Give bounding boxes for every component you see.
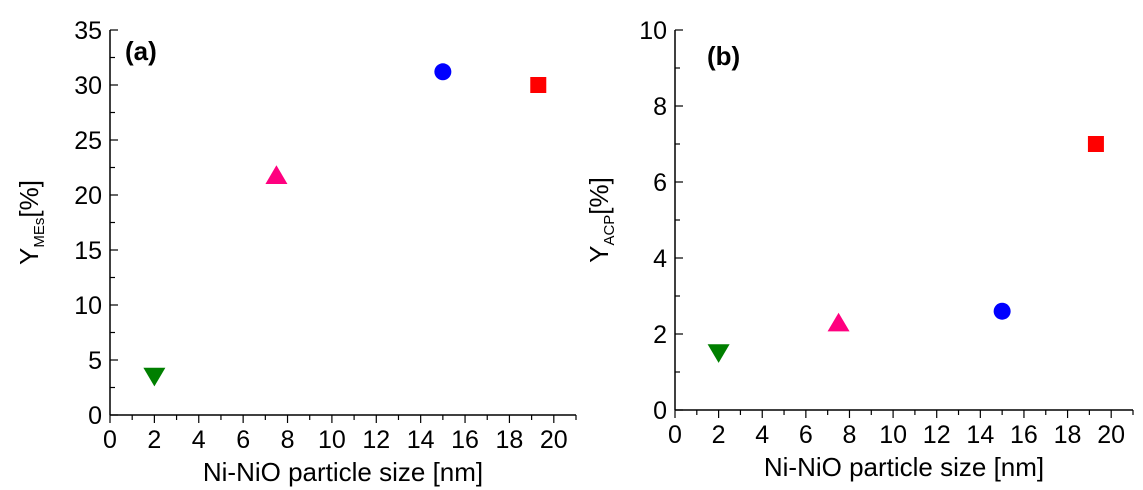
data-point-triangle-down (707, 344, 730, 363)
x-tick-label: 8 (281, 426, 295, 454)
x-tick-label: 2 (712, 421, 726, 449)
y-tick-label: 10 (639, 17, 667, 45)
x-tick-label: 4 (192, 426, 206, 454)
x-tick-label: 16 (1010, 421, 1038, 449)
x-tick-label: 14 (966, 421, 994, 449)
data-point-circle (434, 63, 452, 81)
x-tick-label: 6 (236, 426, 250, 454)
y-tick-label: 6 (653, 169, 667, 197)
y-axis-title: YACP[%] (584, 177, 618, 263)
y-axis-title-main: Y (14, 248, 44, 265)
y-tick-label: 4 (653, 245, 667, 273)
y-axis-title-subscript: MEs (31, 218, 48, 248)
y-axis-title-unit: [%] (584, 177, 614, 215)
y-tick-label: 0 (88, 402, 102, 430)
y-tick-label: 8 (653, 93, 667, 121)
x-tick-label: 18 (1054, 421, 1082, 449)
y-tick-label: 0 (653, 397, 667, 425)
y-tick-label: 10 (74, 292, 102, 320)
x-tick-label: 2 (147, 426, 161, 454)
y-tick-label: 15 (74, 237, 102, 265)
x-tick-label: 0 (668, 421, 682, 449)
data-point-triangle-up (827, 312, 850, 332)
y-tick-label: 5 (88, 347, 102, 375)
x-tick-label: 0 (103, 426, 117, 454)
y-axis-title-subscript: ACP (601, 215, 618, 246)
x-tick-label: 4 (755, 421, 769, 449)
chart-panel-a: (a) Ni-NiO particle size [nm] YMEs[%] 0 2… (14, 17, 577, 487)
data-point-triangle-up (265, 165, 288, 184)
chart-panel-b: (b) Ni-NiO particle size [nm] YACP[%] 0 2… (584, 17, 1134, 482)
x-tick-label: 12 (923, 421, 951, 449)
panel-label: (a) (125, 36, 157, 66)
y-axis-title-unit: [%] (14, 180, 44, 218)
y-tick-label: 30 (74, 72, 102, 100)
y-axis-title-main: Y (584, 246, 614, 263)
x-tick-label: 6 (799, 421, 813, 449)
data-point-circle (993, 302, 1011, 320)
x-tick-label: 14 (407, 426, 435, 454)
x-tick-label: 10 (318, 426, 346, 454)
x-tick-label: 12 (362, 426, 390, 454)
y-tick-label: 35 (74, 17, 102, 45)
data-point-square (1087, 136, 1104, 152)
x-axis-title: Ni-NiO particle size [nm] (203, 457, 483, 487)
x-tick-label: 18 (496, 426, 524, 454)
x-tick-label: 20 (1097, 421, 1125, 449)
data-point-square (530, 77, 547, 93)
y-tick-label: 25 (74, 127, 102, 155)
x-tick-label: 8 (843, 421, 857, 449)
y-tick-label: 2 (653, 321, 667, 349)
x-tick-label: 10 (879, 421, 907, 449)
y-tick-label: 20 (74, 182, 102, 210)
x-tick-label: 20 (540, 426, 568, 454)
panel-label: (b) (707, 41, 740, 71)
y-axis-title: YMEs[%] (14, 180, 48, 265)
data-point-triangle-down (143, 367, 166, 387)
x-axis-title: Ni-NiO particle size [nm] (764, 452, 1044, 482)
x-tick-label: 16 (451, 426, 479, 454)
